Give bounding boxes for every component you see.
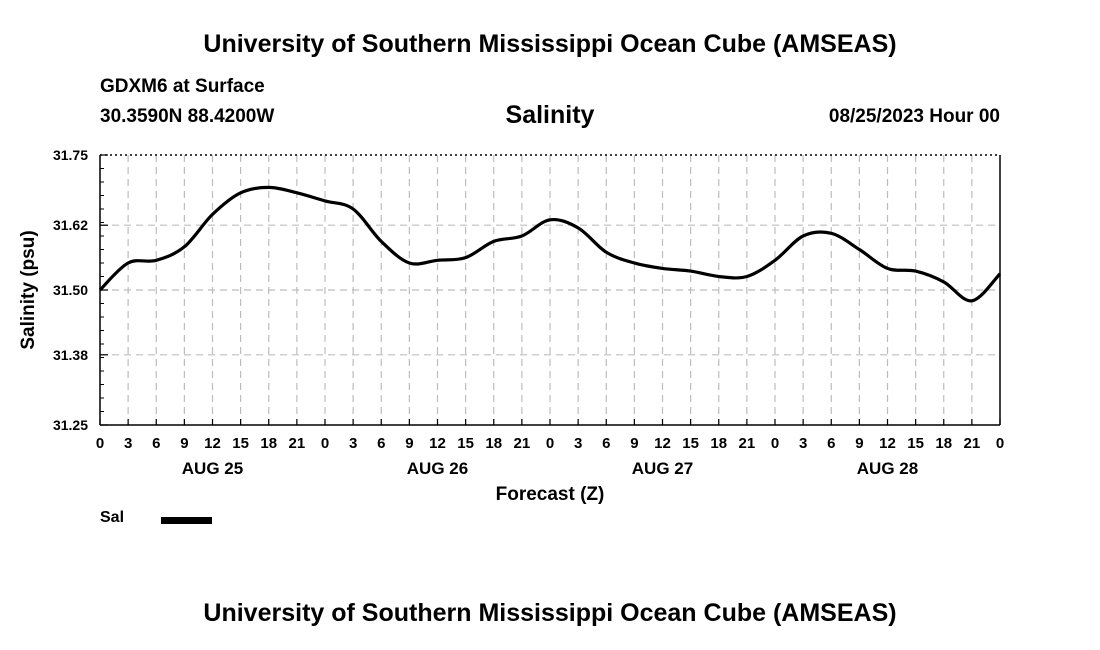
ticks-layer: 0 3 6 9 12 15 18 21 0 3 6 9 12 15 18 21 0 3 6 9 12 15 18 21 0 3 6 9… xyxy=(53,147,1004,478)
date-label: AUG 27 xyxy=(632,459,693,478)
station-coordinates: 30.3590N 88.4200W xyxy=(100,106,275,127)
date-label: AUG 26 xyxy=(407,459,468,478)
x-tick-label: 21 xyxy=(514,435,531,452)
x-tick-label: 15 xyxy=(907,435,924,452)
y-tick-label: 31.75 xyxy=(53,147,88,163)
x-tick-label: 9 xyxy=(180,435,188,452)
x-tick-label: 3 xyxy=(349,435,357,452)
x-tick-label: 3 xyxy=(799,435,807,452)
x-tick-label: 3 xyxy=(124,435,132,452)
grid-layer xyxy=(100,155,1000,425)
chart-title: Salinity xyxy=(505,101,595,129)
x-tick-label: 0 xyxy=(771,435,779,452)
station-name: GDXM6 at Surface xyxy=(100,76,265,97)
x-tick-label: 12 xyxy=(204,435,221,452)
x-tick-label: 21 xyxy=(739,435,756,452)
x-tick-label: 9 xyxy=(405,435,413,452)
x-tick-label: 0 xyxy=(96,435,104,452)
x-tick-label: 9 xyxy=(630,435,638,452)
legend-swatch xyxy=(161,517,212,524)
y-tick-label: 31.25 xyxy=(53,417,88,433)
y-tick-label: 31.62 xyxy=(53,217,88,233)
footer-title: University of Southern Mississippi Ocean… xyxy=(203,599,897,627)
x-tick-label: 3 xyxy=(574,435,582,452)
run-time: 08/25/2023 Hour 00 xyxy=(828,106,1000,127)
x-tick-label: 18 xyxy=(260,435,277,452)
x-tick-label: 6 xyxy=(827,435,835,452)
x-tick-label: 18 xyxy=(935,435,952,452)
x-tick-label: 15 xyxy=(232,435,249,452)
x-tick-label: 6 xyxy=(377,435,385,452)
x-tick-label: 12 xyxy=(654,435,671,452)
date-label: AUG 28 xyxy=(857,459,918,478)
page-title: University of Southern Mississippi Ocean… xyxy=(203,30,897,58)
x-tick-label: 18 xyxy=(485,435,502,452)
x-tick-label: 18 xyxy=(710,435,727,452)
x-tick-label: 0 xyxy=(546,435,554,452)
x-axis-label: Forecast (Z) xyxy=(496,484,605,505)
x-tick-label: 9 xyxy=(855,435,863,452)
x-tick-label: 15 xyxy=(457,435,474,452)
x-tick-label: 0 xyxy=(996,435,1004,452)
date-label: AUG 25 xyxy=(182,459,243,478)
y-tick-label: 31.38 xyxy=(53,347,88,363)
y-axis-label: Salinity (psu) xyxy=(18,230,39,349)
y-tick-label: 31.50 xyxy=(53,282,88,298)
legend-label: Sal xyxy=(100,509,125,526)
x-tick-label: 21 xyxy=(289,435,306,452)
x-tick-label: 0 xyxy=(321,435,329,452)
x-tick-label: 6 xyxy=(602,435,610,452)
x-tick-label: 12 xyxy=(429,435,446,452)
axis-layer xyxy=(99,154,1001,426)
series-layer xyxy=(98,185,1002,303)
x-tick-label: 6 xyxy=(152,435,160,452)
x-tick-label: 12 xyxy=(879,435,896,452)
x-tick-label: 21 xyxy=(964,435,981,452)
x-tick-label: 15 xyxy=(682,435,699,452)
